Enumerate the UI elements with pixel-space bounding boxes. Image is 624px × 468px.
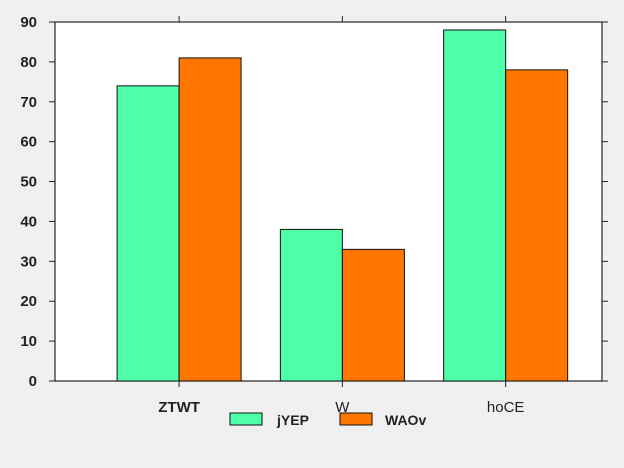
y-tick-label: 80 <box>20 54 37 71</box>
x-tick-label: ZTWT <box>158 399 200 416</box>
legend: jYEP WAOv <box>229 412 426 428</box>
bars <box>116 29 569 382</box>
y-tick-label: 60 <box>20 134 37 151</box>
y-tick-label: 0 <box>29 373 37 390</box>
y-tick-label: 10 <box>20 333 37 350</box>
y-axis: 0 10 20 30 40 50 60 70 80 90 <box>20 14 608 390</box>
bar-WAOv-W <box>341 248 405 382</box>
y-tick-label: 70 <box>20 94 37 111</box>
x-tick-label: W <box>335 399 350 416</box>
legend-swatch <box>339 412 373 426</box>
legend-label: jYEP <box>276 412 309 428</box>
bar-WAOv-ZTWT <box>178 57 242 382</box>
y-tick-label: 50 <box>20 174 37 191</box>
y-tick-label: 90 <box>20 14 37 31</box>
bar-jYEP-hoCE <box>443 29 507 382</box>
bar-jYEP-ZTWT <box>116 85 180 382</box>
legend-label: WAOv <box>385 412 426 428</box>
y-tick-label: 20 <box>20 293 37 310</box>
y-tick-label: 30 <box>20 253 37 270</box>
bar-WAOv-hoCE <box>505 69 569 382</box>
y-tick-label: 40 <box>20 213 37 230</box>
x-tick-label: hoCE <box>487 399 525 416</box>
bar-jYEP-W <box>279 228 343 382</box>
legend-swatch <box>229 412 263 426</box>
